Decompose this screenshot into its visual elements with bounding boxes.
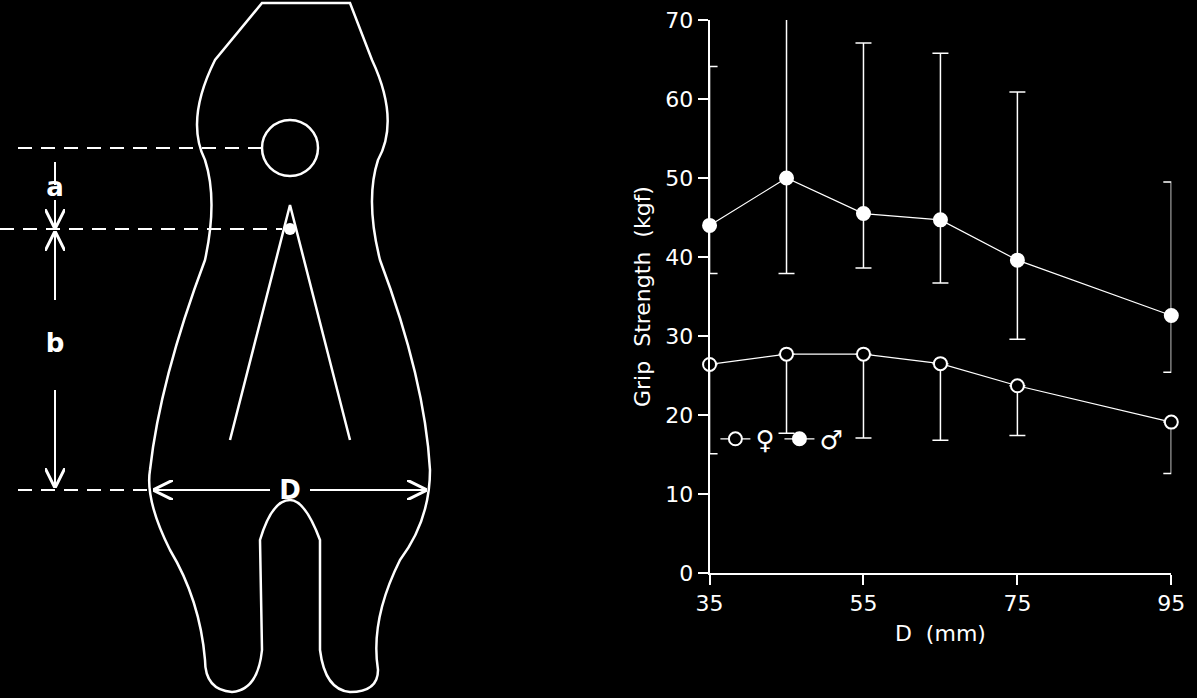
svg-text:55: 55 xyxy=(849,591,877,616)
svg-text:40: 40 xyxy=(665,245,693,270)
svg-text:70: 70 xyxy=(665,8,693,33)
svg-text:60: 60 xyxy=(665,87,693,112)
svg-text:a: a xyxy=(46,172,64,202)
svg-text:D: D xyxy=(279,475,301,505)
svg-text:50: 50 xyxy=(665,166,693,191)
svg-text:0: 0 xyxy=(679,561,693,586)
svg-text:20: 20 xyxy=(665,403,693,428)
svg-text:Grip Strength (kgf): Grip Strength (kgf) xyxy=(630,186,655,407)
svg-text:D (mm): D (mm) xyxy=(895,621,986,646)
svg-text:75: 75 xyxy=(1003,591,1031,616)
svg-text:10: 10 xyxy=(665,482,693,507)
svg-text:95: 95 xyxy=(1157,591,1185,616)
svg-text:♀: ♀ xyxy=(755,425,774,455)
svg-text:35: 35 xyxy=(696,591,724,616)
svg-text:♂: ♂ xyxy=(819,425,842,455)
svg-text:b: b xyxy=(46,328,65,358)
svg-text:30: 30 xyxy=(665,324,693,349)
